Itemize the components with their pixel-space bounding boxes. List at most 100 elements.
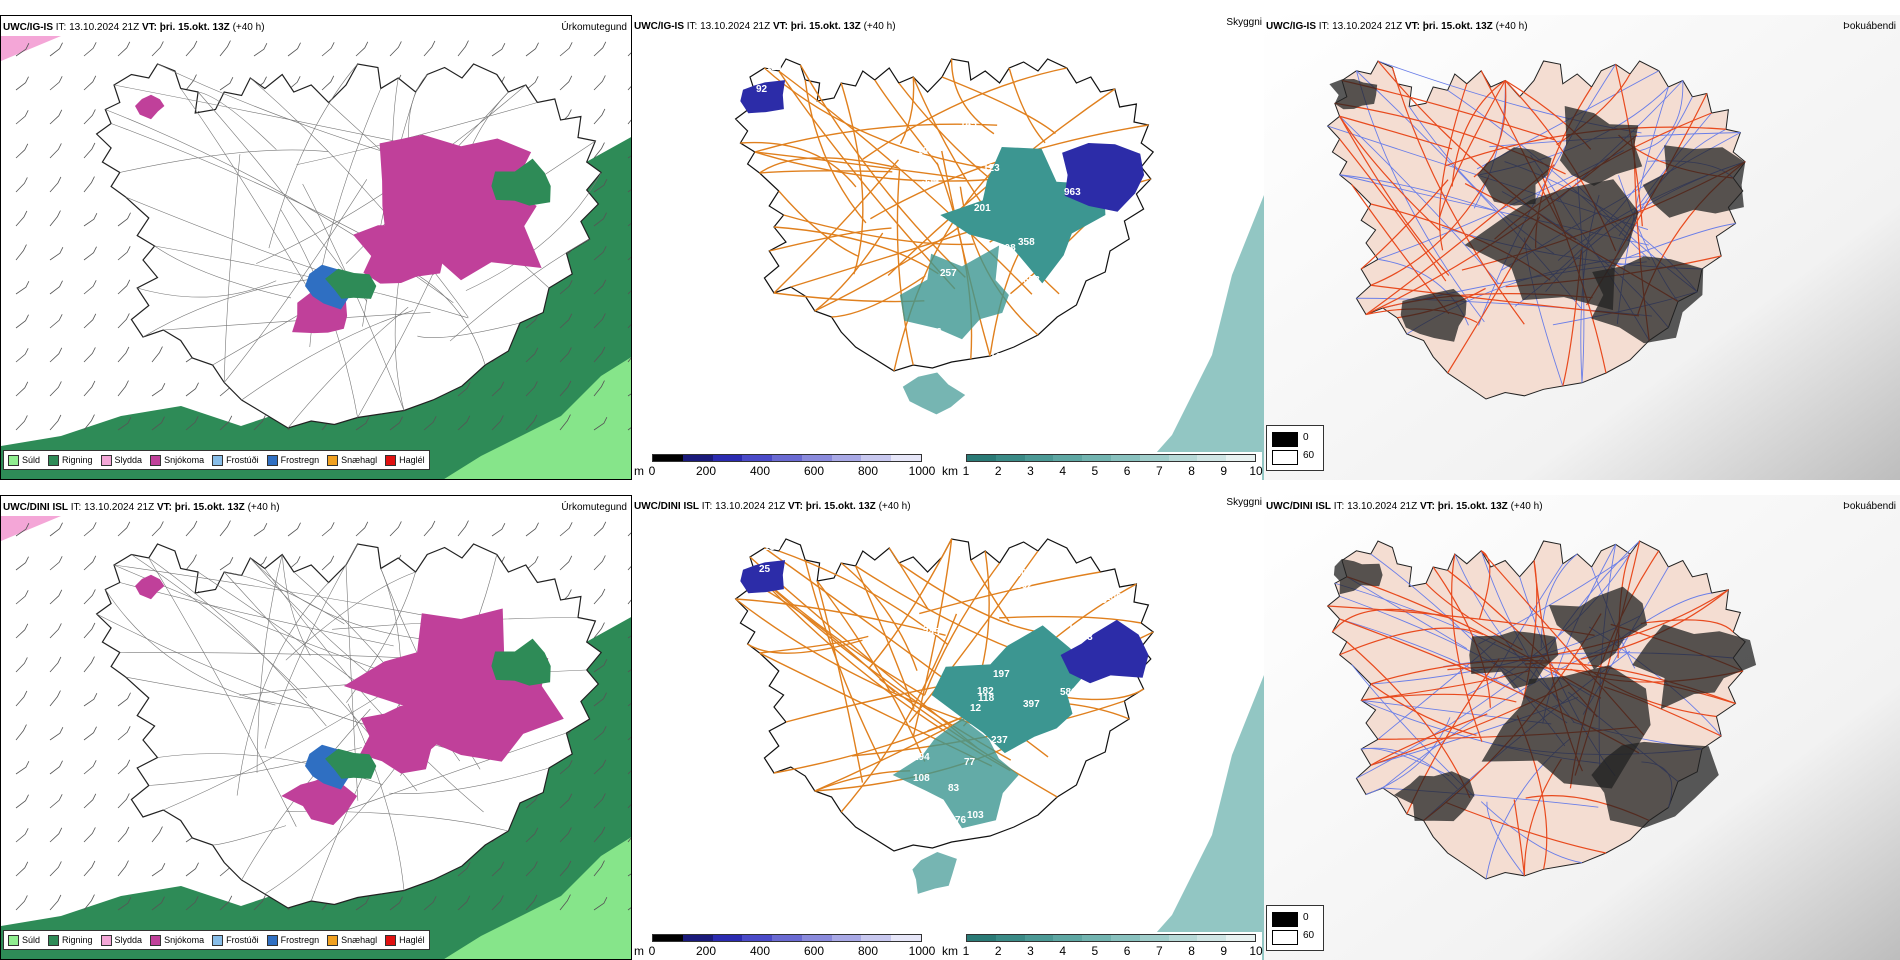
legend-swatch bbox=[150, 934, 162, 946]
cloud-base-value: 129 bbox=[775, 608, 792, 619]
low-cloud-base-area bbox=[1060, 619, 1149, 684]
fog-panel: UWC/DINI ISL IT: 13.10.2024 21Z VT: þri.… bbox=[1264, 495, 1900, 960]
precip-map bbox=[1, 36, 631, 479]
legend-swatch bbox=[266, 454, 278, 466]
legend-swatch bbox=[100, 454, 112, 466]
precip-type-panel: UWC/IG-IS IT: 13.10.2024 21Z VT: þri. 15… bbox=[0, 15, 632, 480]
scale-tick: 400 bbox=[749, 464, 771, 478]
valid-time: þri. 15.okt. 13Z bbox=[1422, 21, 1493, 32]
scale-step bbox=[1110, 935, 1140, 941]
visibility-panel: UWC/IG-IS IT: 13.10.2024 21Z VT: þri. 15… bbox=[632, 15, 1264, 480]
cloud-base-value: 245 bbox=[923, 627, 940, 638]
fog-index-area bbox=[1394, 771, 1475, 822]
legend-swatch bbox=[212, 934, 224, 946]
lead-time: (+40 h) bbox=[232, 22, 265, 33]
fog-index-area bbox=[1642, 145, 1746, 218]
cloud-base-value: 107 bbox=[1089, 813, 1106, 824]
lead-time: (+40 h) bbox=[878, 501, 911, 512]
cloud-base-value: 334 bbox=[922, 175, 939, 186]
cloud-base-value: 237 bbox=[991, 735, 1008, 746]
model-name: UWC/IG-IS bbox=[3, 22, 53, 33]
scale-tick: 10 bbox=[1249, 944, 1263, 958]
scale-step bbox=[1197, 455, 1227, 461]
low-visibility-area bbox=[902, 372, 966, 415]
valid-time: þri. 15.okt. 13Z bbox=[159, 22, 230, 33]
valid-time-label: VT: bbox=[772, 21, 788, 32]
scale-step bbox=[1082, 455, 1111, 461]
scale-tick: 8 bbox=[1188, 944, 1195, 958]
legend-swatch bbox=[100, 934, 112, 946]
precip-legend: Súld Rigning Slydda Snjókoma Frostúði Frostre… bbox=[3, 930, 430, 950]
legend-item-5: Frostregn bbox=[266, 934, 319, 946]
scale-step bbox=[1110, 455, 1140, 461]
low-visibility-area bbox=[892, 718, 1019, 829]
scale-step bbox=[1197, 935, 1227, 941]
cloud-base-value: 197 bbox=[993, 669, 1010, 680]
scale-tick: 9 bbox=[1220, 944, 1228, 958]
legend-item-4: Frostúði bbox=[212, 454, 259, 466]
visibility-sea-area bbox=[1132, 675, 1264, 960]
legend-item-7: Haglél bbox=[385, 934, 425, 946]
scale-tick: 1 bbox=[962, 464, 970, 478]
scale-step bbox=[653, 455, 683, 461]
scale-tick: 600 bbox=[803, 464, 825, 478]
low-visibility-area bbox=[912, 852, 957, 894]
legend-label: Frostúði bbox=[226, 935, 259, 945]
cloud-base-value: 317 bbox=[1110, 107, 1127, 118]
legend-swatch bbox=[8, 934, 19, 946]
cloud-base-value: 182 bbox=[1045, 111, 1062, 122]
cloud-base-value: 1 bbox=[990, 358, 996, 369]
scale-step bbox=[712, 455, 743, 461]
scale-tick: 3 bbox=[1027, 464, 1034, 478]
cloud-base-value: 126 bbox=[955, 585, 972, 596]
legend-label: Snjókoma bbox=[164, 935, 205, 945]
scale-tick: 800 bbox=[857, 464, 879, 478]
fog-legend: 0 60 bbox=[1266, 905, 1324, 951]
scale-step bbox=[712, 935, 743, 941]
terrain-contours bbox=[105, 63, 602, 429]
scale-tick: 10 bbox=[1249, 464, 1263, 478]
fog-panel-label: Þokuábendi bbox=[1843, 21, 1896, 32]
panel-title: UWC/DINI ISL IT: 13.10.2024 21Z VT: þri.… bbox=[3, 502, 280, 513]
panel-title: UWC/IG-IS IT: 13.10.2024 21Z VT: þri. 15… bbox=[3, 22, 265, 33]
cloud-base-scale: m 0 200 400 600 800 1000 bbox=[634, 452, 935, 480]
low-visibility-area bbox=[940, 147, 1106, 284]
cloud-base-value: 964 bbox=[922, 136, 939, 147]
cloud-base-value: 358 bbox=[1018, 237, 1035, 248]
legend-label: Snæhagl bbox=[341, 935, 378, 945]
cloud-base-value: 92 bbox=[922, 336, 934, 347]
valid-time-label: VT: bbox=[1419, 501, 1435, 512]
fog-legend-high: 0 bbox=[1303, 912, 1309, 923]
drizzle-area bbox=[444, 837, 631, 959]
scale-step bbox=[967, 455, 996, 461]
precip-legend: Súld Rigning Slydda Snjókoma Frostúði Frostre… bbox=[3, 450, 430, 470]
scale-step bbox=[1082, 935, 1111, 941]
snow-area bbox=[359, 705, 447, 774]
cloud-base-value: 98 bbox=[921, 827, 933, 838]
cloud-base-value: 81 bbox=[1026, 83, 1038, 94]
fog-index-area bbox=[1591, 741, 1719, 828]
cloud-base-value: 106 bbox=[1105, 592, 1122, 603]
cloud-base-value: 194 bbox=[913, 752, 930, 763]
cloud-base-value: 83 bbox=[948, 783, 960, 794]
cloud-base-value: 106 bbox=[1073, 323, 1090, 334]
init-time-label: IT: bbox=[701, 501, 713, 512]
legend-swatch bbox=[327, 934, 339, 946]
cloud-base-value: 245 bbox=[1043, 83, 1060, 94]
low-cloud-base-area bbox=[1062, 143, 1145, 212]
scale-tick: 4 bbox=[1059, 944, 1066, 958]
snow-area bbox=[135, 94, 165, 120]
legend-label: Snæhagl bbox=[341, 455, 378, 465]
cloud-base-value: 182 bbox=[977, 686, 994, 697]
cloud-base-value: 49 bbox=[905, 815, 917, 826]
cloud-base-value: 441 bbox=[988, 116, 1005, 127]
legend-swatch bbox=[327, 454, 339, 466]
visibility-panel-label: Skyggni bbox=[1226, 17, 1262, 28]
cloud-base-value: 30 bbox=[797, 586, 809, 597]
sleet-area bbox=[1, 516, 61, 541]
scale-step bbox=[653, 935, 683, 941]
scale-tick: 200 bbox=[695, 464, 717, 478]
init-time: 13.10.2024 21Z bbox=[715, 501, 786, 512]
cloud-base-value: 94 bbox=[1072, 122, 1084, 133]
scale-step bbox=[742, 455, 773, 461]
